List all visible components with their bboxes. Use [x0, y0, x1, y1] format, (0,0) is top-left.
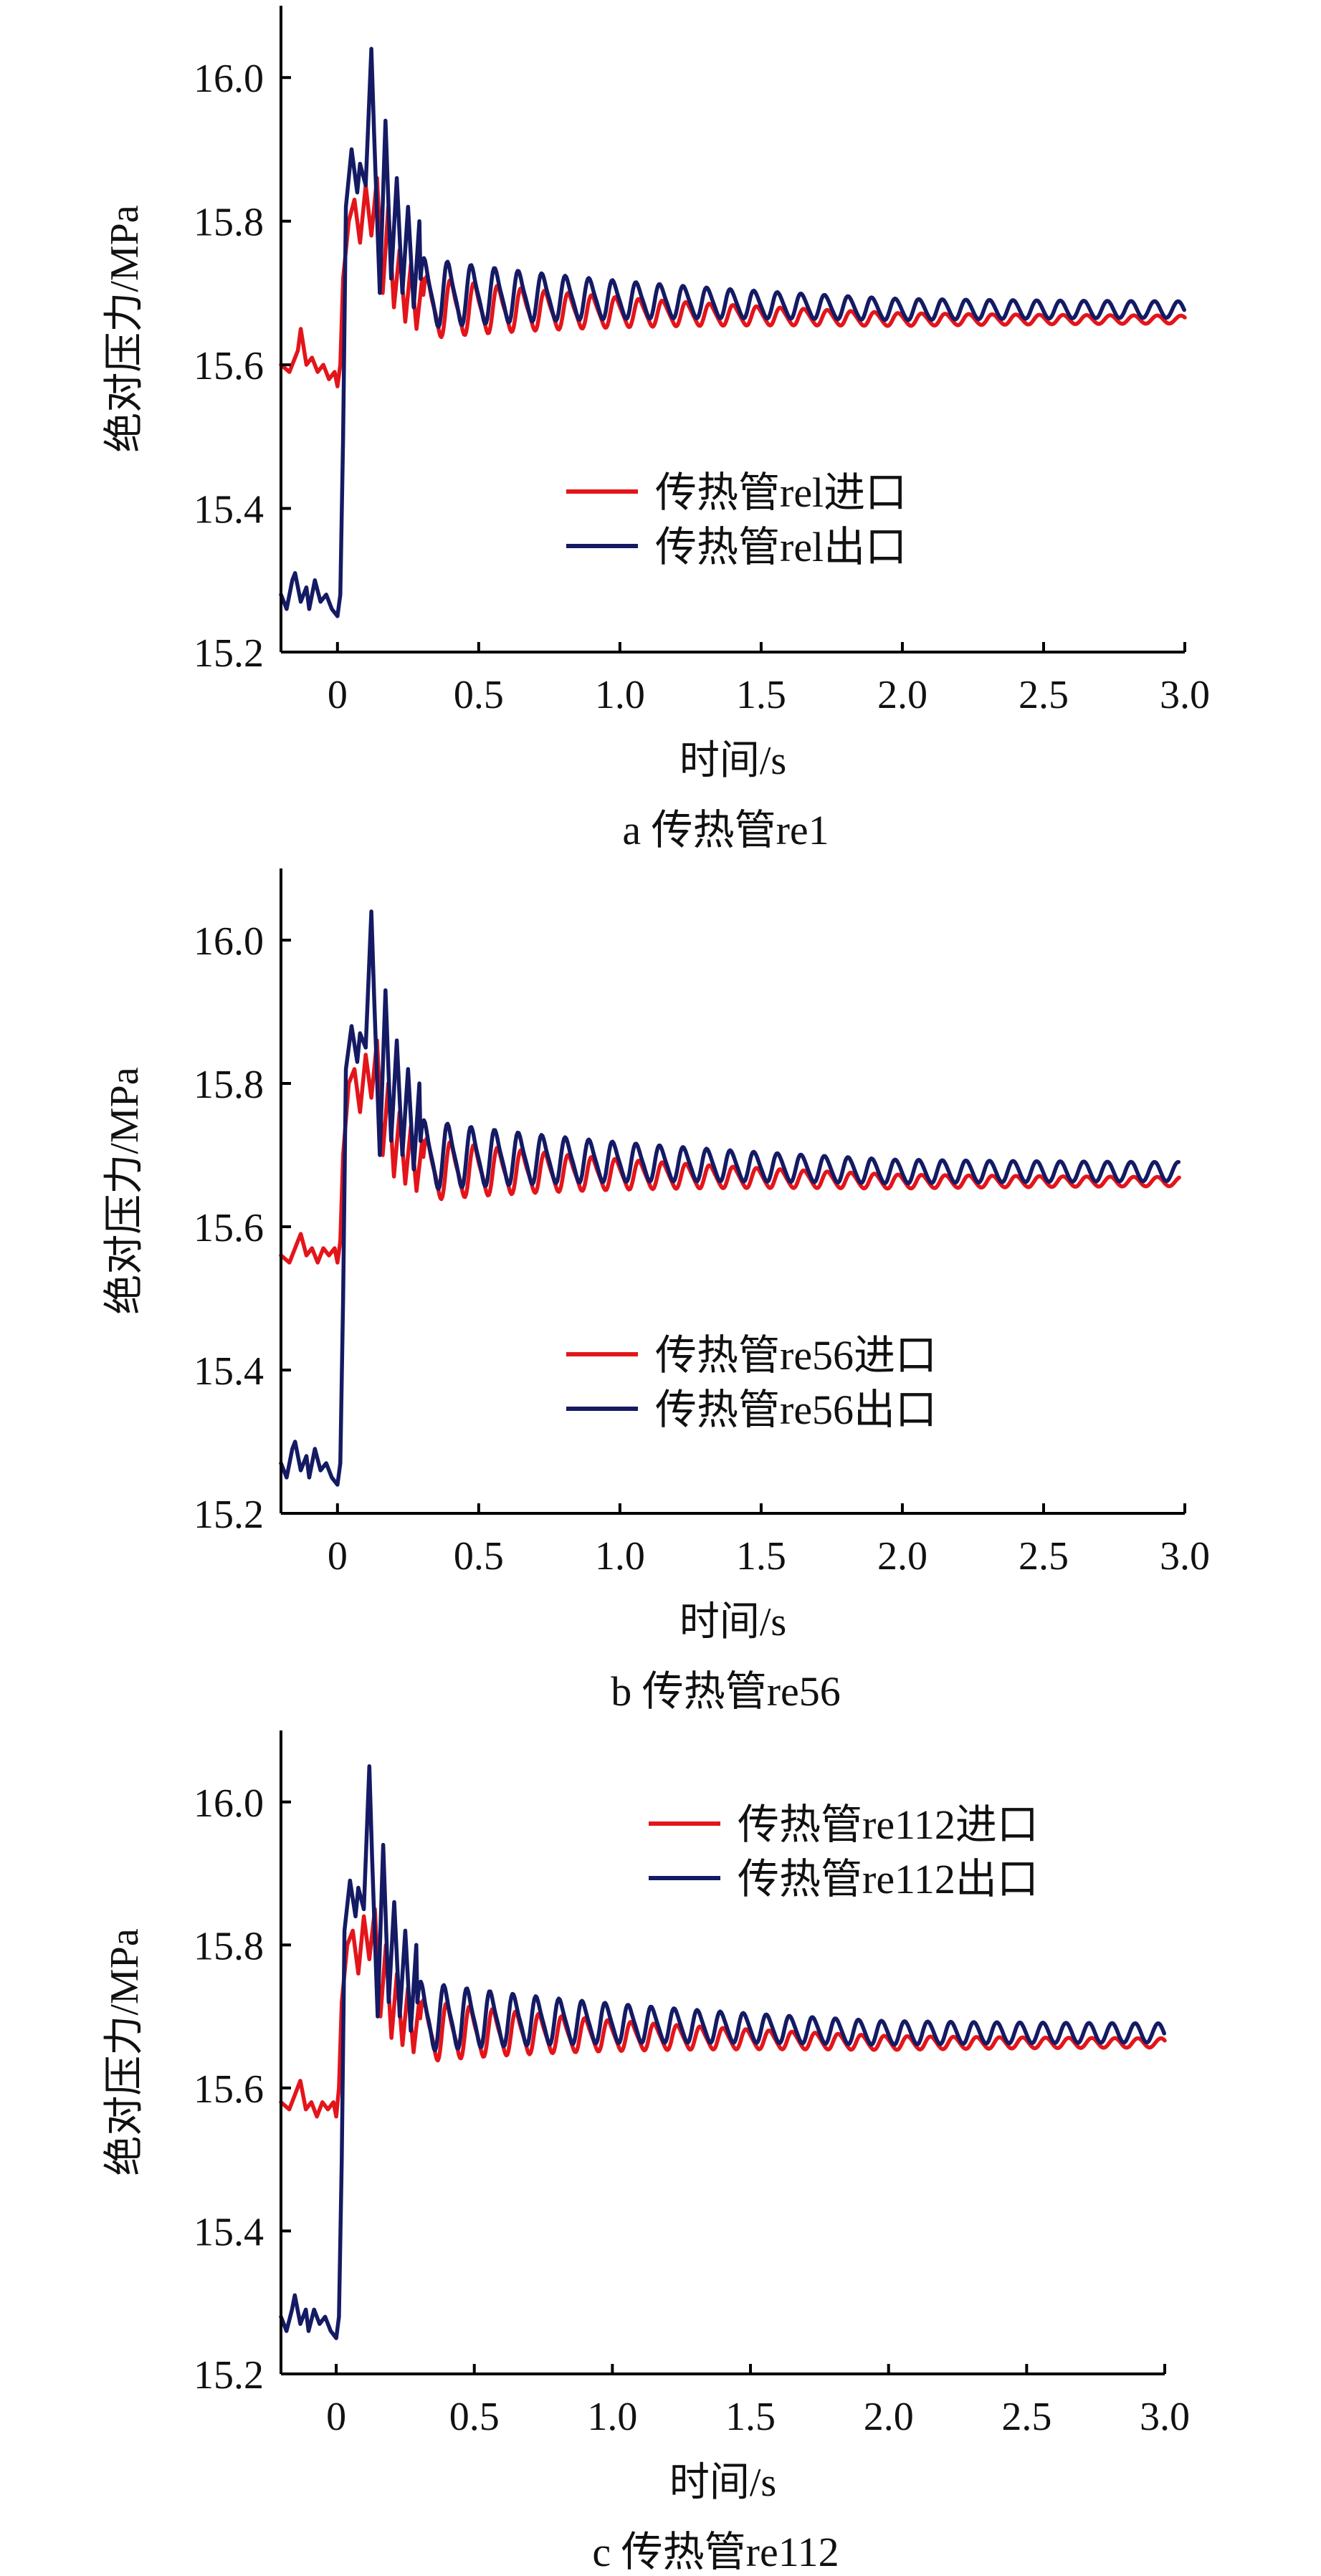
y-tick-label: 16.0 [194, 919, 264, 964]
legend-label-outlet: 传热管re112出口 [738, 1856, 1039, 1902]
x-tick-label: 0.5 [454, 673, 504, 717]
x-tick-label: 3.0 [1160, 673, 1210, 717]
x-tick-label: 3.0 [1160, 1534, 1210, 1579]
x-tick-label: 2.0 [877, 1534, 927, 1579]
x-tick-label: 3.0 [1140, 2395, 1190, 2439]
x-tick-label: 2.5 [1019, 673, 1069, 717]
y-tick-label: 15.6 [194, 2067, 264, 2112]
y-axis-label: 绝对压力/MPa [102, 1928, 147, 2175]
y-axis-label: 绝对压力/MPa [102, 1067, 147, 1314]
y-tick-label: 15.4 [194, 1349, 264, 1394]
y-tick-label: 15.8 [194, 201, 264, 245]
x-tick-label: 2.0 [877, 673, 927, 717]
y-tick-label: 16.0 [194, 57, 264, 101]
x-tick-label: 1.5 [736, 1534, 786, 1579]
legend-label-outlet: 传热管re56出口 [655, 1387, 937, 1433]
y-tick-label: 16.0 [194, 1781, 264, 1826]
x-tick-label: 1.0 [595, 673, 645, 717]
y-tick-label: 15.4 [194, 488, 264, 532]
x-tick-label: 0.5 [449, 2395, 500, 2439]
x-axis-label: 时间/s [679, 739, 786, 783]
y-tick-label: 15.4 [194, 2210, 264, 2254]
series-line-outlet [279, 909, 1181, 1487]
chart-panel-a: 0 0.5 1.0 1.5 2.0 2.5 3.0 15.2 15.4 15.6 15.8 16.0 绝… [102, 6, 1210, 853]
x-axis-label: 时间/s [679, 1600, 786, 1644]
x-tick-label: 2.5 [1019, 1534, 1069, 1579]
y-tick-label: 15.2 [194, 2353, 264, 2398]
x-tick-label: 0 [328, 1534, 348, 1579]
legend-label-inlet: 传热管re56进口 [655, 1332, 937, 1379]
y-axis-label: 绝对压力/MPa [102, 205, 147, 452]
panel-caption: a 传热管re1 [622, 807, 829, 853]
panel-caption: c 传热管re112 [592, 2529, 839, 2575]
chart-panel-b: 0 0.5 1.0 1.5 2.0 2.5 3.0 15.2 15.4 15.6 15.8 16.0 绝… [102, 868, 1210, 1715]
legend-label-outlet: 传热管rel出口 [655, 524, 907, 570]
series-line-outlet [279, 1764, 1166, 2340]
x-tick-label: 2.5 [1001, 2395, 1051, 2439]
x-tick-label: 1.0 [595, 1534, 645, 1579]
legend-label-inlet: 传热管rel进口 [655, 469, 907, 516]
x-tick-label: 0 [326, 2395, 346, 2439]
x-tick-label: 0.5 [454, 1534, 504, 1579]
y-tick-label: 15.8 [194, 1924, 264, 1968]
legend-label-inlet: 传热管re112进口 [738, 1801, 1039, 1848]
y-tick-label: 15.6 [194, 1206, 264, 1250]
y-tick-label: 15.8 [194, 1063, 264, 1107]
x-tick-label: 1.5 [725, 2395, 776, 2439]
y-tick-label: 15.2 [194, 631, 264, 676]
x-tick-label: 2.0 [864, 2395, 914, 2439]
x-axis-label: 时间/s [669, 2461, 776, 2505]
x-tick-label: 1.5 [736, 673, 786, 717]
x-tick-label: 1.0 [587, 2395, 637, 2439]
x-tick-label: 0 [328, 673, 348, 717]
panel-caption: b 传热管re56 [611, 1668, 841, 1715]
series-line-outlet [279, 47, 1186, 618]
y-tick-label: 15.2 [194, 1493, 264, 1537]
y-tick-label: 15.6 [194, 344, 264, 388]
chart-panel-c: 0 0.5 1.0 1.5 2.0 2.5 3.0 15.2 15.4 15.6 15.8 16.0 绝… [102, 1730, 1190, 2575]
